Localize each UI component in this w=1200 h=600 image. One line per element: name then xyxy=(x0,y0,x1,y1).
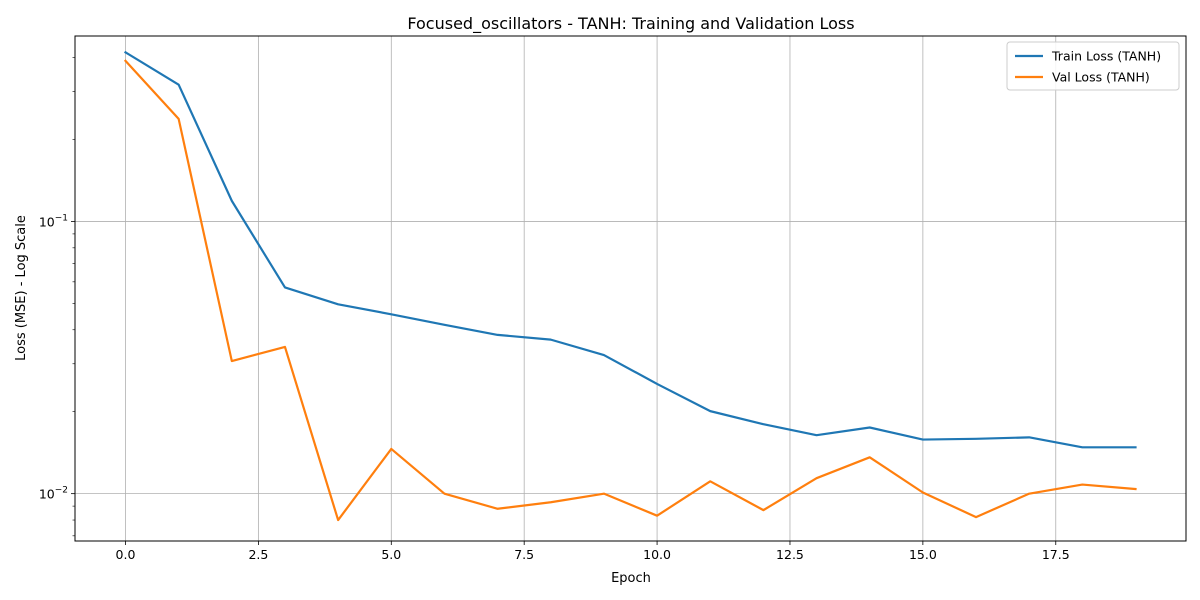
x-tick-label: 2.5 xyxy=(248,547,268,562)
x-tick-label: 10.0 xyxy=(643,547,671,562)
x-tick-label: 5.0 xyxy=(381,547,401,562)
x-tick-label: 7.5 xyxy=(514,547,534,562)
x-tick-label: 15.0 xyxy=(909,547,937,562)
series-line-val xyxy=(123,59,1137,522)
plot-frame xyxy=(74,35,1187,542)
y-tick-label: 10−1 xyxy=(39,213,68,229)
legend-label: Val Loss (TANH) xyxy=(1052,70,1150,85)
grid xyxy=(75,36,1186,541)
series-line-train xyxy=(123,50,1137,449)
legend: Train Loss (TANH) Val Loss (TANH) xyxy=(1006,41,1180,91)
series-lines xyxy=(123,50,1137,522)
x-tick-label: 0.0 xyxy=(116,547,136,562)
legend-box xyxy=(1006,41,1180,91)
x-tick-label: 17.5 xyxy=(1042,547,1070,562)
x-axis-label: Epoch xyxy=(611,571,651,586)
chart-title: Focused_oscillators - TANH: Training and… xyxy=(407,14,854,34)
y-axis-ticks: 10−2 10−1 xyxy=(39,57,75,537)
x-tick-label: 12.5 xyxy=(776,547,804,562)
legend-label: Train Loss (TANH) xyxy=(1051,49,1161,64)
y-tick-label: 10−2 xyxy=(39,486,68,502)
x-axis-ticks: 0.0 2.5 5.0 7.5 10.0 12.5 15.0 17.5 xyxy=(116,541,1070,562)
y-axis-label: Loss (MSE) - Log Scale xyxy=(14,215,29,361)
